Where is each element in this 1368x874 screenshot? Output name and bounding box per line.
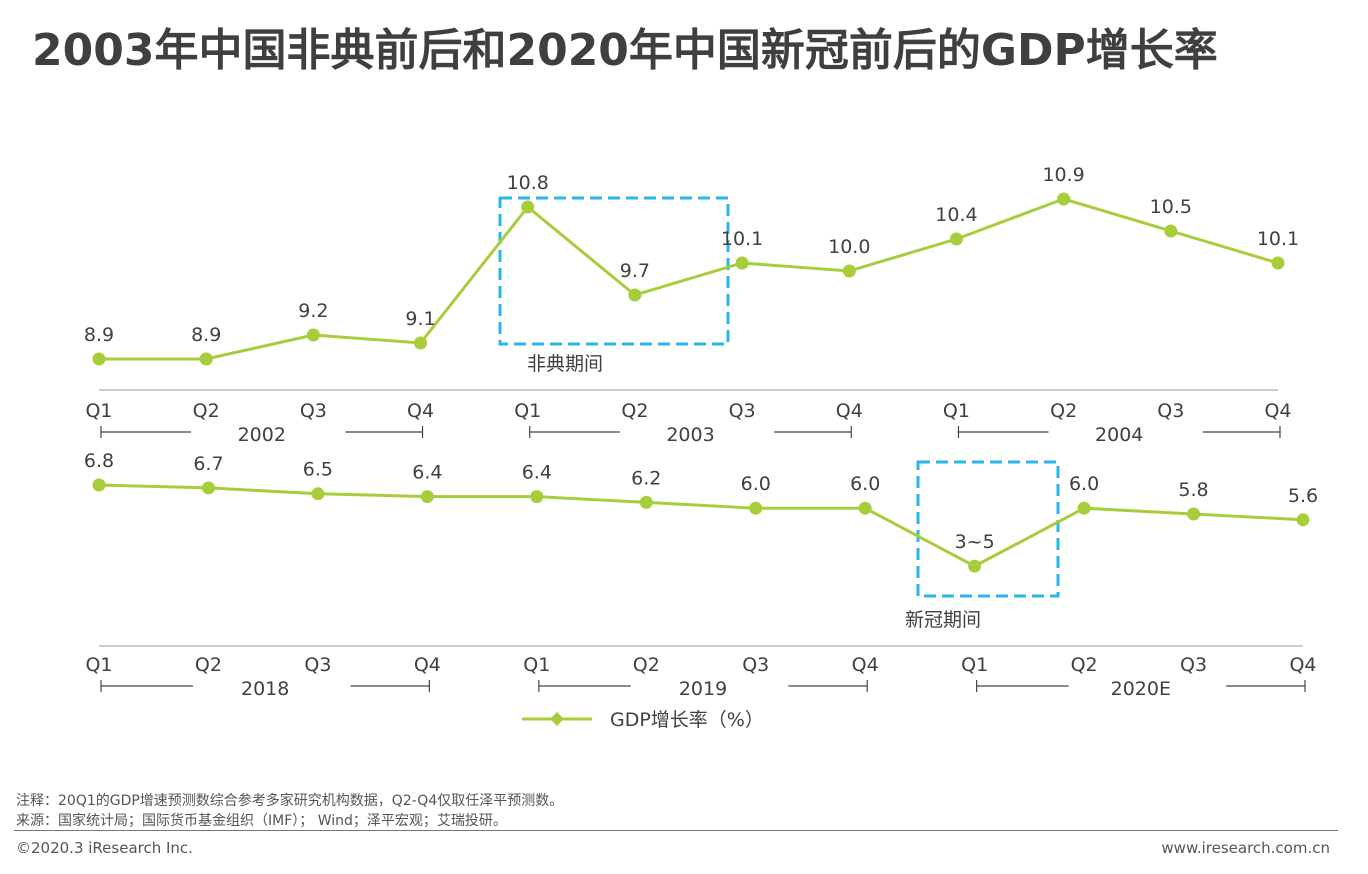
data-label: 6.0 [850, 473, 880, 495]
x-tick-label: Q4 [1289, 654, 1316, 676]
x-tick-label: Q3 [742, 654, 769, 676]
x-tick-label: Q3 [729, 400, 756, 422]
year-label: 2019 [679, 678, 727, 700]
x-tick-label: Q2 [193, 400, 220, 422]
x-tick-label: Q1 [85, 400, 112, 422]
x-tick-label: Q1 [943, 400, 970, 422]
x-tick-label: Q1 [514, 400, 541, 422]
year-label: 2003 [666, 424, 714, 446]
annotation-label: 非典期间 [527, 353, 603, 375]
data-point [530, 490, 544, 504]
data-point [1271, 256, 1285, 270]
data-label: 10.4 [935, 204, 977, 226]
data-label: 10.0 [828, 236, 870, 258]
x-tick-label: Q2 [195, 654, 222, 676]
data-point [735, 256, 749, 270]
x-tick-label: Q2 [1050, 400, 1077, 422]
data-point [92, 352, 106, 366]
x-tick-label: Q4 [407, 400, 434, 422]
x-tick-label: Q2 [1071, 654, 1098, 676]
data-label: 10.1 [1257, 228, 1299, 250]
data-label: 5.6 [1288, 485, 1318, 507]
data-label: 10.9 [1042, 164, 1084, 186]
data-label: 6.4 [412, 462, 442, 484]
data-point [521, 200, 535, 214]
footnote-note: 注释：20Q1的GDP增速预测数综合参考多家研究机构数据，Q2-Q4仅取任泽平预… [16, 793, 564, 809]
data-point [949, 232, 963, 246]
data-point [1077, 501, 1091, 515]
data-point [1164, 224, 1178, 238]
data-label: 3~5 [955, 531, 995, 553]
year-label: 2018 [241, 678, 289, 700]
data-label: 10.8 [507, 172, 549, 194]
data-point [858, 501, 872, 515]
data-label: 6.4 [522, 462, 552, 484]
data-point [311, 487, 325, 501]
highlight-box [916, 460, 1060, 598]
data-label: 6.0 [741, 473, 771, 495]
x-tick-label: Q3 [304, 654, 331, 676]
x-tick-label: Q3 [1180, 654, 1207, 676]
data-label: 6.0 [1069, 473, 1099, 495]
data-label: 5.8 [1178, 479, 1208, 501]
footer-divider [14, 830, 1338, 831]
data-point [92, 478, 106, 492]
data-point [1296, 513, 1310, 527]
data-point [306, 328, 320, 342]
data-label: 9.7 [620, 260, 650, 282]
x-tick-label: Q3 [1157, 400, 1184, 422]
data-label: 6.8 [84, 450, 114, 472]
series-line [98, 483, 1304, 568]
data-label: 10.5 [1150, 196, 1192, 218]
x-tick-label: Q2 [621, 400, 648, 422]
x-tick-label: Q1 [85, 654, 112, 676]
data-point [1057, 192, 1071, 206]
series-line [99, 197, 1279, 361]
data-label: 8.9 [191, 324, 221, 346]
data-label: 9.2 [298, 300, 328, 322]
website-link[interactable]: www.iresearch.com.cn [1161, 839, 1330, 857]
data-point [414, 336, 428, 350]
year-label: 2004 [1095, 424, 1143, 446]
data-label: 10.1 [721, 228, 763, 250]
highlight-box [498, 196, 730, 346]
x-tick-label: Q2 [633, 654, 660, 676]
page-title: 2003年中国非典前后和2020年中国新冠前后的GDP增长率 [32, 25, 1218, 76]
data-label: 8.9 [84, 324, 114, 346]
data-point [968, 559, 982, 573]
gdp-chart: Q1 Q2 Q3 Q4 Q1 Q2 Q3 Q4 Q1 Q2 Q3 Q4 2002 2003 2004 非典期间… [84, 164, 1318, 731]
x-tick-label: Q3 [300, 400, 327, 422]
data-point [201, 481, 215, 495]
data-label: 6.5 [303, 459, 333, 481]
x-tick-label: Q4 [1264, 400, 1291, 422]
data-point [639, 495, 653, 509]
data-label: 6.7 [193, 453, 223, 475]
data-point [420, 490, 434, 504]
data-label: 6.2 [631, 467, 661, 489]
x-tick-label: Q1 [523, 654, 550, 676]
data-point [199, 352, 213, 366]
data-label: 9.1 [405, 308, 435, 330]
data-point [628, 288, 642, 302]
legend-label: GDP增长率（%） [610, 709, 764, 731]
data-point [842, 264, 856, 278]
legend-marker [550, 712, 564, 726]
annotation-label: 新冠期间 [905, 609, 981, 631]
x-tick-label: Q4 [852, 654, 879, 676]
x-tick-label: Q1 [961, 654, 988, 676]
footnote-source: 来源：国家统计局；国际货币基金组织（IMF）； Wind；泽平宏观；艾瑞投研。 [16, 813, 507, 829]
data-point [1187, 507, 1201, 521]
copyright: ©2020.3 iResearch Inc. [16, 839, 193, 857]
data-point [749, 501, 763, 515]
x-tick-label: Q4 [836, 400, 863, 422]
year-label: 2002 [238, 424, 286, 446]
x-tick-label: Q4 [414, 654, 441, 676]
year-label: 2020E [1111, 678, 1171, 700]
